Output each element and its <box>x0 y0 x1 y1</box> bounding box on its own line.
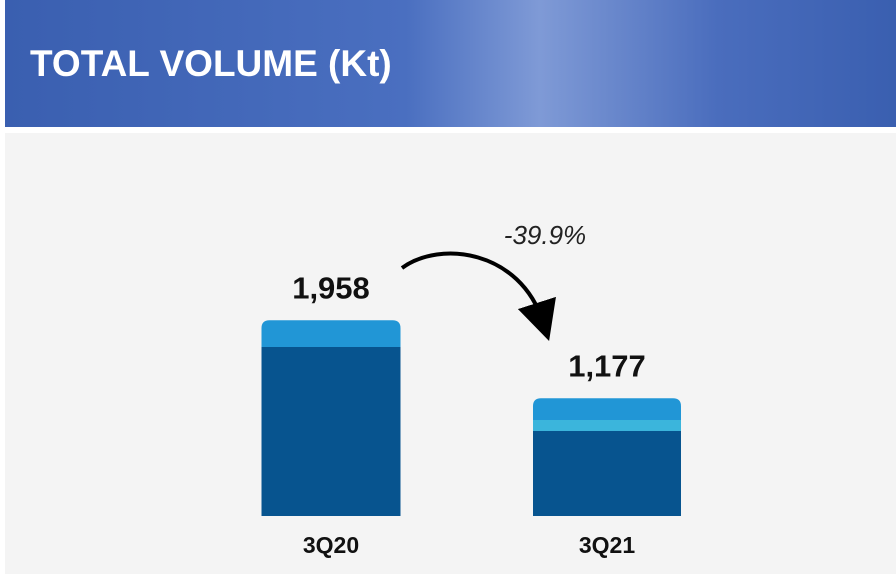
x-tick-label: 3Q20 <box>303 532 359 558</box>
bar-segment <box>533 431 681 516</box>
bar-segment <box>533 398 681 420</box>
total-label: 1,177 <box>568 348 646 383</box>
slide: TOTAL VOLUME (Kt) -39.9% 1,958 3Q20 1,177 3… <box>0 0 896 574</box>
bar-segment <box>262 347 401 516</box>
x-tick-label: 3Q21 <box>579 532 635 558</box>
change-annotation: -39.9% <box>504 220 586 250</box>
chart-title: TOTAL VOLUME (Kt) <box>30 43 392 84</box>
bar-segment <box>262 320 401 347</box>
chart-panel <box>5 133 896 574</box>
total-label: 1,958 <box>292 270 370 305</box>
bar-segment <box>533 420 681 431</box>
